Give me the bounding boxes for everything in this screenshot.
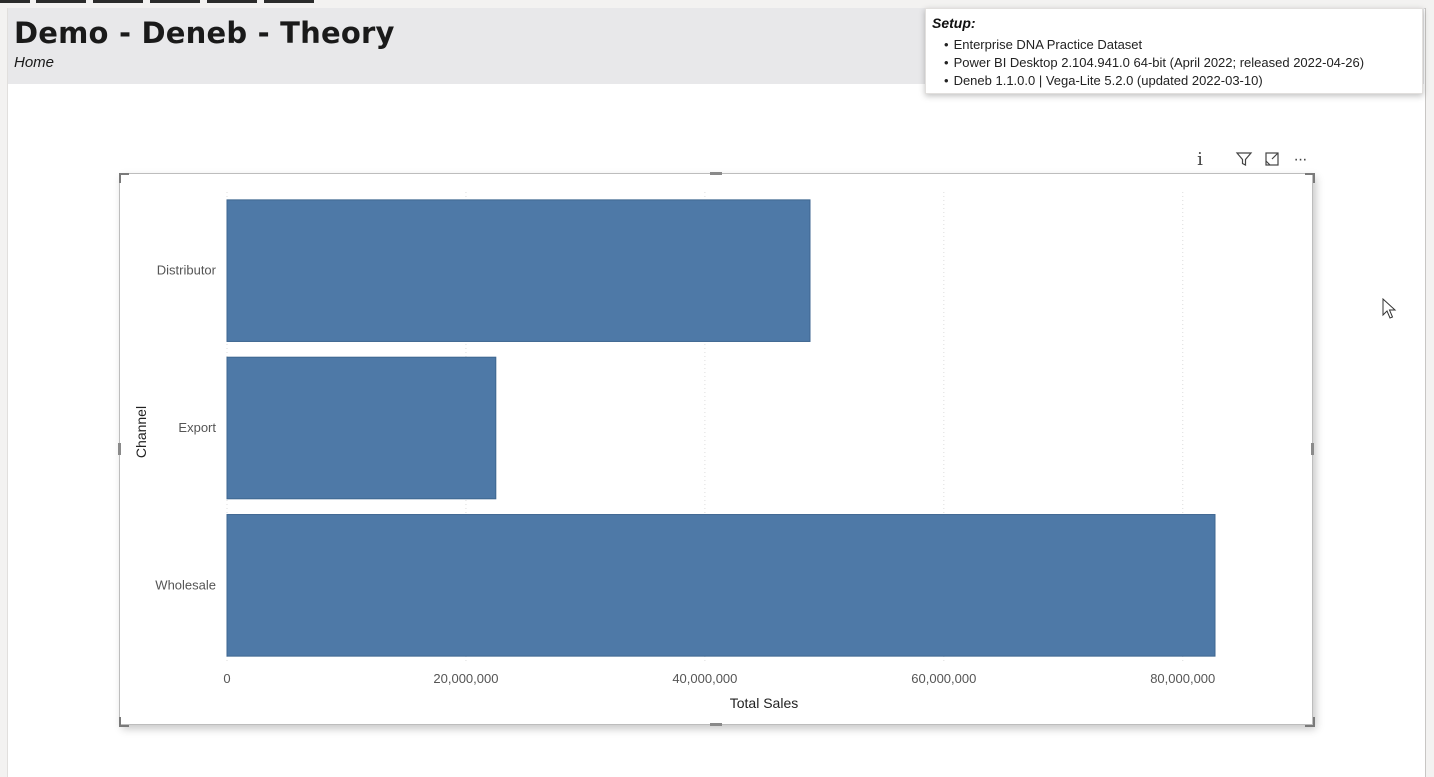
page-tab-marker[interactable] [93, 0, 143, 3]
setup-item: Enterprise DNA Practice Dataset [944, 36, 1364, 54]
bar-wholesale[interactable] [226, 514, 1216, 657]
deneb-visual-container[interactable]: Distributor Export Wholesale 0 20,000,000 40… [119, 173, 1313, 725]
resize-handle-top-left[interactable] [119, 173, 129, 183]
page-title: Demo - Deneb - Theory [14, 16, 395, 50]
y-axis-title: Channel [133, 406, 149, 458]
y-tick-label: Export [178, 420, 216, 435]
y-tick-label: Distributor [157, 263, 217, 278]
bar-distributor[interactable] [226, 199, 811, 342]
x-tick-labels: 0 20,000,000 40,000,000 60,000,000 80,000,00… [223, 671, 1215, 686]
setup-item: Power BI Desktop 2.104.941.0 64-bit (Apr… [944, 54, 1364, 72]
visual-header: i ··· [1190, 150, 1315, 170]
y-tick-labels: Distributor Export Wholesale [155, 263, 216, 593]
resize-handle-left[interactable] [118, 443, 121, 455]
x-tick-label: 80,000,000 [1150, 671, 1215, 686]
x-tick-label: 20,000,000 [433, 671, 498, 686]
resize-handle-top[interactable] [710, 172, 722, 175]
bar-export[interactable] [226, 356, 497, 500]
filter-icon[interactable] [1234, 150, 1254, 170]
more-options-icon[interactable]: ··· [1293, 151, 1308, 168]
x-tick-label: 60,000,000 [911, 671, 976, 686]
resize-handle-top-right[interactable] [1305, 173, 1315, 183]
mouse-cursor-icon [1382, 298, 1397, 319]
breadcrumb-home-link[interactable]: Home [14, 54, 55, 71]
page-tab-marker[interactable] [150, 0, 200, 3]
setup-info-card: Setup: Enterprise DNA Practice Dataset P… [925, 8, 1423, 94]
x-axis-title: Total Sales [730, 695, 798, 711]
setup-item: Deneb 1.1.0.0 | Vega-Lite 5.2.0 (updated… [944, 72, 1364, 90]
setup-list: Enterprise DNA Practice Dataset Power BI… [944, 36, 1364, 90]
resize-handle-bottom-left[interactable] [119, 717, 129, 727]
x-tick-label: 40,000,000 [672, 671, 737, 686]
focus-mode-icon[interactable] [1262, 150, 1282, 170]
x-tick-label: 0 [223, 671, 230, 686]
bar-chart: Distributor Export Wholesale 0 20,000,000 40… [133, 192, 1216, 711]
resize-handle-bottom-right[interactable] [1305, 717, 1315, 727]
resize-handle-bottom[interactable] [710, 723, 722, 726]
setup-heading: Setup: [932, 15, 976, 31]
canvas-left-edge [0, 8, 8, 777]
page-tab-marker[interactable] [207, 0, 257, 3]
canvas-right-edge [1425, 8, 1434, 777]
bars [226, 199, 1216, 657]
page-tab-marker[interactable] [0, 0, 30, 3]
page-tab-marker[interactable] [264, 0, 314, 3]
resize-handle-right[interactable] [1311, 443, 1314, 455]
y-tick-label: Wholesale [155, 577, 216, 592]
info-icon[interactable]: i [1197, 149, 1203, 170]
page-tab-marker[interactable] [36, 0, 86, 3]
